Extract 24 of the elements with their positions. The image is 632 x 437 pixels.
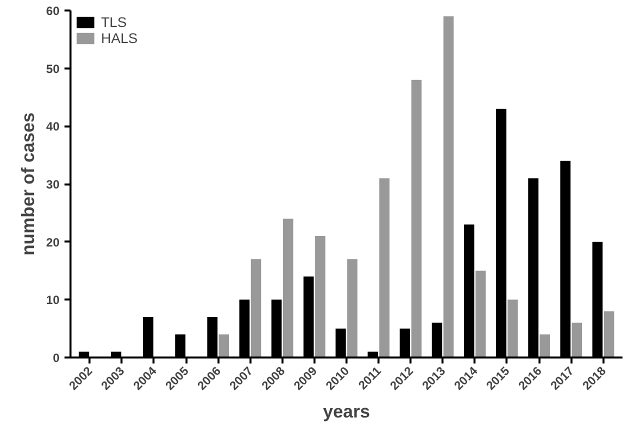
x-axis-title: years [322, 402, 370, 422]
bar [347, 259, 358, 358]
bar [250, 259, 262, 358]
y-tick-label: 60 [46, 4, 60, 18]
legend-label: TLS [101, 14, 127, 30]
y-tick-label: 0 [52, 351, 60, 365]
bar [443, 16, 454, 358]
y-tick-label: 30 [46, 178, 60, 192]
bar [604, 311, 614, 358]
bar [508, 300, 518, 358]
bar [315, 236, 326, 358]
bar [476, 270, 486, 358]
y-tick-label: 40 [46, 120, 60, 134]
bar [218, 334, 230, 358]
bar [282, 218, 294, 358]
bar [572, 322, 582, 358]
y-tick-label: 50 [46, 62, 60, 76]
legend-label: HALS [101, 30, 138, 46]
y-tick-label: 20 [46, 235, 60, 250]
bar [411, 80, 422, 358]
y-axis-title: number of cases [18, 112, 38, 256]
bar [540, 334, 550, 358]
bar [379, 178, 390, 358]
y-tick-label: 10 [46, 293, 60, 308]
